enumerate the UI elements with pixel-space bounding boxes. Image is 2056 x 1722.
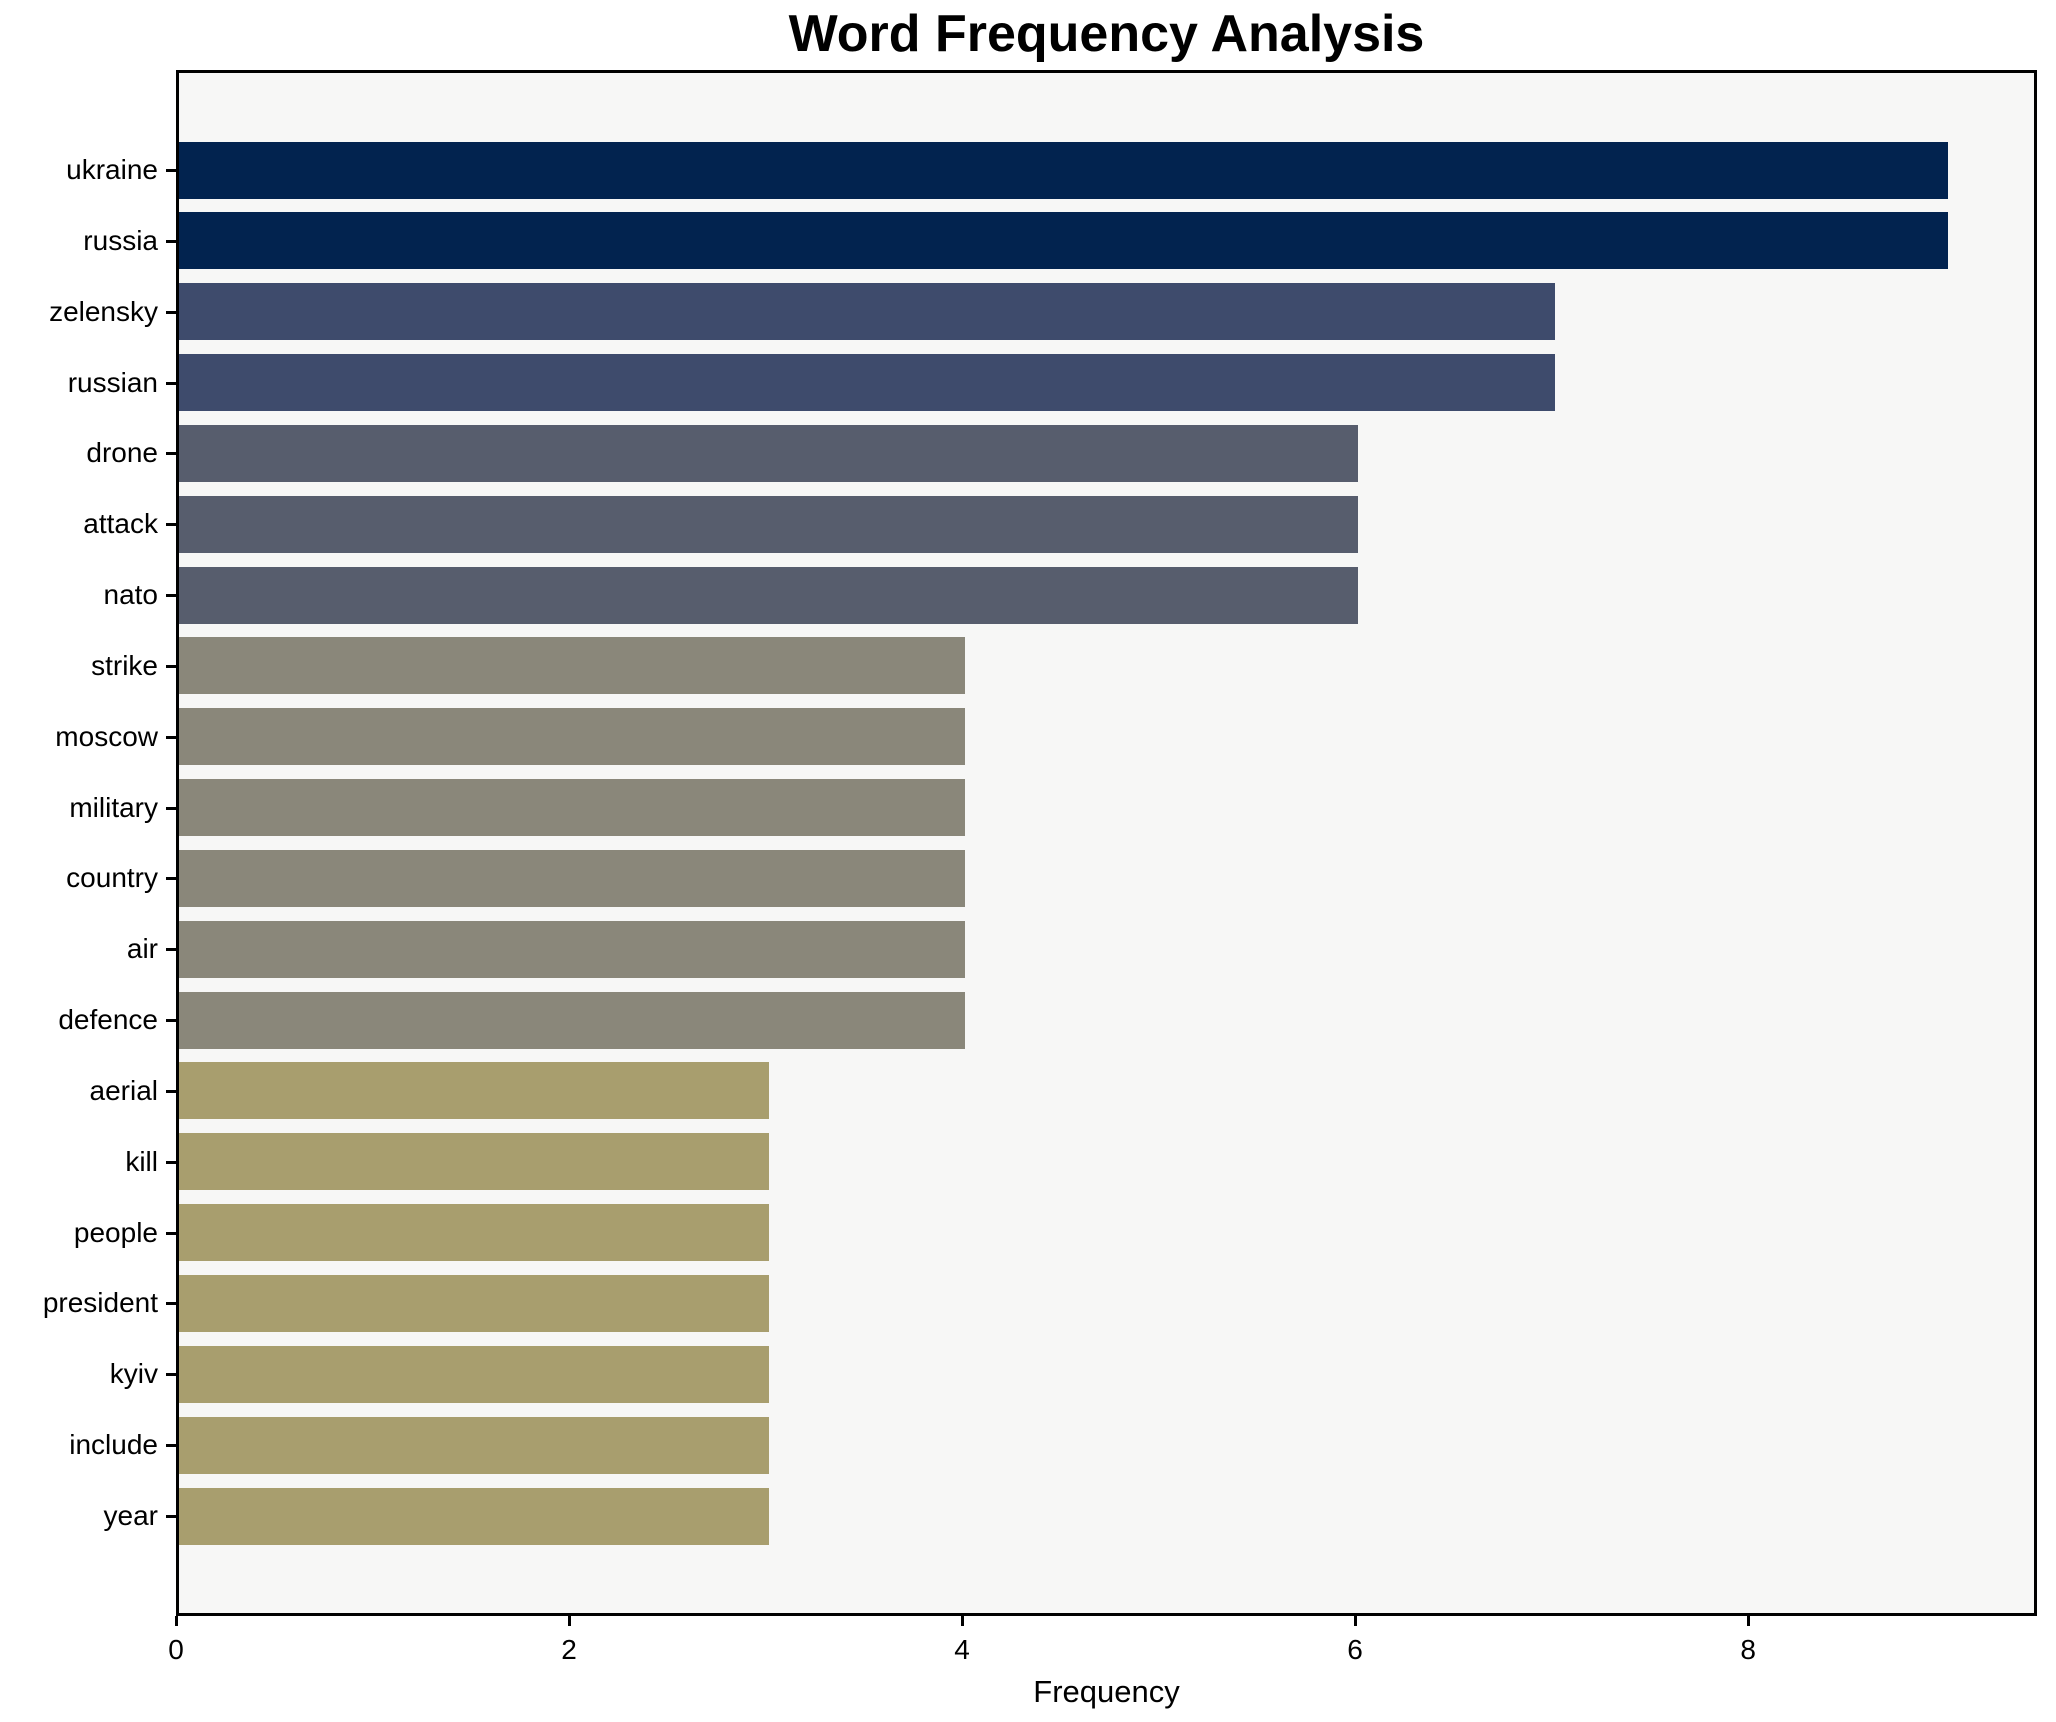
ytick-label-people: people xyxy=(73,1216,158,1248)
x-tick-8 xyxy=(1746,1616,1750,1626)
chart-title: Word Frequency Analysis xyxy=(788,5,1425,63)
bar-zelensky xyxy=(179,283,1555,341)
bar-moscow xyxy=(179,708,966,766)
y-tick-include xyxy=(166,1444,176,1448)
y-tick-russia xyxy=(166,239,176,243)
bar-russian xyxy=(179,354,1555,412)
bar-country xyxy=(179,849,966,907)
y-tick-military xyxy=(166,806,176,810)
ytick-label-zelensky: zelensky xyxy=(49,295,158,327)
bar-drone xyxy=(179,424,1359,482)
xtick-label-0: 0 xyxy=(168,1634,184,1665)
ytick-label-ukraine: ukraine xyxy=(66,154,158,185)
xtick-label-4: 4 xyxy=(954,1634,970,1665)
ytick-label-include: include xyxy=(69,1429,158,1461)
y-tick-moscow xyxy=(166,735,176,739)
ytick-label-drone: drone xyxy=(86,437,158,469)
y-tick-kyiv xyxy=(166,1373,176,1377)
plot-area xyxy=(176,70,2037,1616)
y-tick-aerial xyxy=(166,1089,176,1093)
bar-strike xyxy=(179,637,966,695)
y-tick-zelensky xyxy=(166,310,176,314)
bar-air xyxy=(179,920,966,978)
ytick-label-defence: defence xyxy=(58,1004,158,1036)
y-tick-people xyxy=(166,1231,176,1235)
y-tick-strike xyxy=(166,664,176,668)
bar-year xyxy=(179,1487,769,1545)
ytick-label-president: president xyxy=(42,1287,158,1319)
bar-people xyxy=(179,1204,769,1262)
ytick-label-kyiv: kyiv xyxy=(109,1358,158,1390)
ytick-label-year: year xyxy=(103,1500,158,1531)
x-axis-label: Frequency xyxy=(1033,1674,1180,1709)
x-tick-0 xyxy=(174,1616,178,1626)
y-tick-year xyxy=(166,1515,176,1518)
bar-kyiv xyxy=(179,1345,769,1403)
y-tick-drone xyxy=(166,452,176,456)
ytick-label-country: country xyxy=(66,862,158,894)
ytick-label-military: military xyxy=(69,791,158,823)
bar-attack xyxy=(179,495,1359,553)
x-tick-6 xyxy=(1353,1616,1357,1626)
y-tick-ukraine xyxy=(166,169,176,172)
ytick-label-kill: kill xyxy=(125,1145,158,1177)
bar-defence xyxy=(179,991,966,1049)
bar-president xyxy=(179,1274,769,1332)
ytick-label-air: air xyxy=(126,933,158,965)
ytick-label-strike: strike xyxy=(91,649,158,681)
y-tick-country xyxy=(166,877,176,881)
y-tick-president xyxy=(166,1302,176,1306)
y-tick-attack xyxy=(166,523,176,527)
bar-ukraine xyxy=(179,141,1948,199)
ytick-label-aerial: aerial xyxy=(89,1074,158,1106)
bar-kill xyxy=(179,1133,769,1191)
bar-aerial xyxy=(179,1062,769,1120)
xtick-label-8: 8 xyxy=(1740,1634,1756,1665)
y-tick-kill xyxy=(166,1160,176,1164)
xtick-label-2: 2 xyxy=(561,1634,577,1665)
bar-nato xyxy=(179,566,1359,624)
ytick-label-nato: nato xyxy=(103,579,159,611)
y-tick-russian xyxy=(166,381,176,385)
bar-russia xyxy=(179,212,1948,270)
bar-military xyxy=(179,779,966,837)
bar-include xyxy=(179,1416,769,1474)
ytick-label-russian: russian xyxy=(67,366,158,398)
y-tick-air xyxy=(166,948,176,952)
xtick-label-6: 6 xyxy=(1347,1634,1363,1665)
ytick-label-moscow: moscow xyxy=(55,720,158,752)
x-tick-4 xyxy=(960,1616,964,1626)
x-tick-2 xyxy=(567,1616,571,1626)
ytick-label-attack: attack xyxy=(83,508,158,540)
y-tick-defence xyxy=(166,1019,176,1023)
ytick-label-russia: russia xyxy=(83,224,158,256)
y-tick-nato xyxy=(166,594,176,598)
